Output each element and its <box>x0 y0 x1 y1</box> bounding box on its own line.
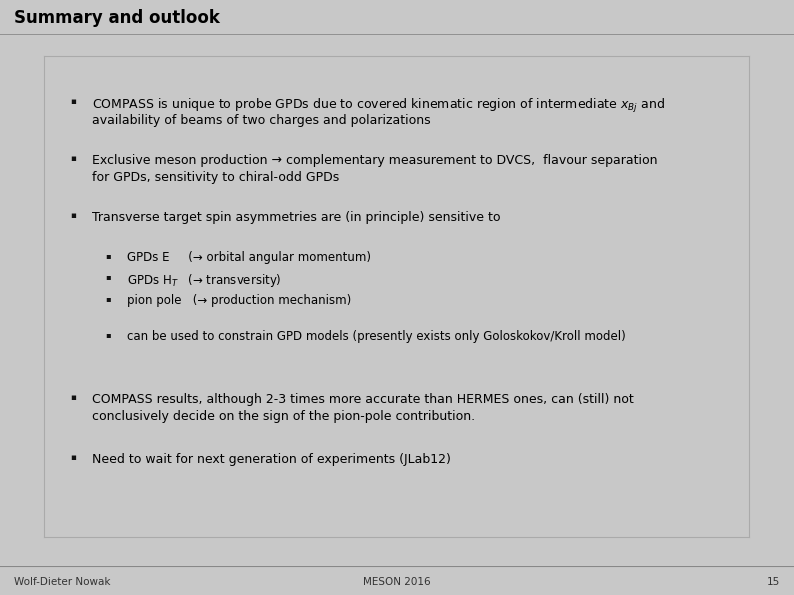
Text: Need to wait for next generation of experiments (JLab12): Need to wait for next generation of expe… <box>91 453 450 465</box>
Text: COMPASS results, although 2-3 times more accurate than HERMES ones, can (still) : COMPASS results, although 2-3 times more… <box>91 393 634 406</box>
Text: ▪: ▪ <box>106 250 111 259</box>
Text: ▪: ▪ <box>71 453 76 462</box>
Text: availability of beams of two charges and polarizations: availability of beams of two charges and… <box>91 114 430 127</box>
Text: ▪: ▪ <box>71 393 76 402</box>
Text: Wolf-Dieter Nowak: Wolf-Dieter Nowak <box>14 577 111 587</box>
Text: ▪: ▪ <box>106 330 111 339</box>
Text: for GPDs, sensitivity to chiral-odd GPDs: for GPDs, sensitivity to chiral-odd GPDs <box>91 171 339 184</box>
Text: ▪: ▪ <box>71 155 76 164</box>
Text: ▪: ▪ <box>106 273 111 281</box>
Text: ▪: ▪ <box>106 294 111 303</box>
Text: 15: 15 <box>766 577 780 587</box>
Text: COMPASS is unique to probe GPDs due to covered kinematic region of intermediate : COMPASS is unique to probe GPDs due to c… <box>91 97 665 115</box>
Text: Exclusive meson production → complementary measurement to DVCS,  flavour separat: Exclusive meson production → complementa… <box>91 155 657 167</box>
Text: GPDs E     (→ orbital angular momentum): GPDs E (→ orbital angular momentum) <box>127 250 371 264</box>
Text: pion pole   (→ production mechanism): pion pole (→ production mechanism) <box>127 294 351 307</box>
Text: GPDs H$_T$   (→ transversity): GPDs H$_T$ (→ transversity) <box>127 273 281 289</box>
Text: ▪: ▪ <box>71 211 76 220</box>
Text: ▪: ▪ <box>71 97 76 106</box>
Text: can be used to constrain GPD models (presently exists only Goloskokov/Kroll mode: can be used to constrain GPD models (pre… <box>127 330 626 343</box>
Text: Summary and outlook: Summary and outlook <box>14 10 220 27</box>
Text: Transverse target spin asymmetries are (in principle) sensitive to: Transverse target spin asymmetries are (… <box>91 211 500 224</box>
Text: MESON 2016: MESON 2016 <box>363 577 431 587</box>
Text: conclusively decide on the sign of the pion-pole contribution.: conclusively decide on the sign of the p… <box>91 411 475 423</box>
